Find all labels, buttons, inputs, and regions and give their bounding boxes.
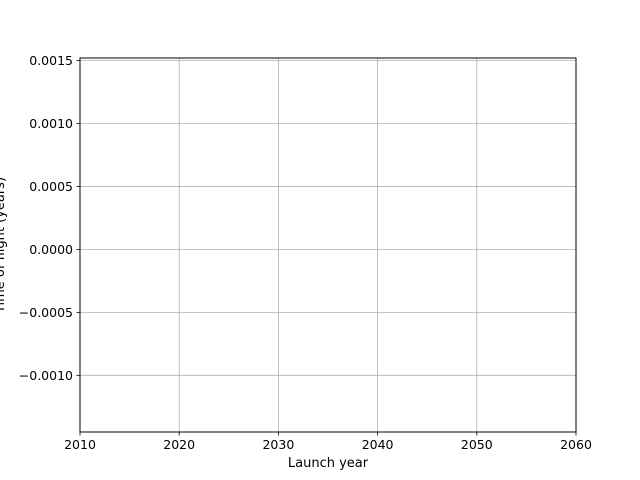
x-tick-label: 2050 <box>461 437 493 452</box>
x-tick-label: 2040 <box>362 437 394 452</box>
x-tick-label: 2020 <box>163 437 195 452</box>
y-tick-label: 0.0005 <box>29 179 73 194</box>
y-tick-label: 0.0015 <box>29 53 73 68</box>
y-tick-label: −0.0010 <box>19 368 73 383</box>
x-axis-label: Launch year <box>288 456 369 471</box>
y-tick-label: 0.0000 <box>29 242 73 257</box>
x-tick-label: 2060 <box>560 437 592 452</box>
y-axis-label: Time of flight (years) <box>0 177 8 314</box>
y-tick-label: 0.0010 <box>29 116 73 131</box>
x-tick-label: 2010 <box>64 437 96 452</box>
y-tick-label: −0.0005 <box>19 305 73 320</box>
x-tick-label: 2030 <box>262 437 294 452</box>
axis-ticks: 2010 2020 2030 2040 2050 2060 0.0015 0.0010 0.00… <box>19 53 592 452</box>
plot-area-frame <box>79 57 577 433</box>
